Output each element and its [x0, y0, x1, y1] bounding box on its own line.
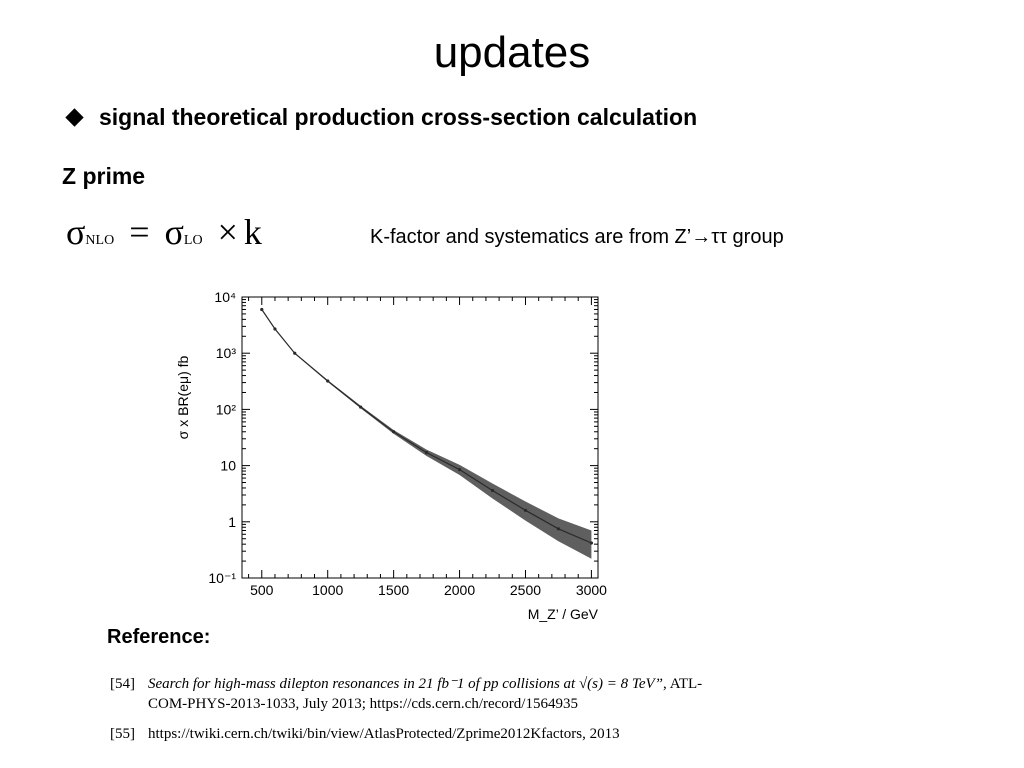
x-tick-label: 2000: [444, 582, 475, 598]
data-point: [326, 379, 330, 383]
reference-details: COM-PHYS-2013-1033, July 2013; https://c…: [148, 696, 578, 712]
lo-subscript: LO: [183, 233, 203, 248]
data-point: [260, 307, 264, 312]
x-tick-label: 3000: [576, 582, 607, 598]
reference-55: [55] https://twiki.cern.ch/twiki/bin/view…: [110, 724, 870, 744]
data-point: [392, 430, 396, 434]
x-tick-label: 2500: [510, 582, 541, 598]
reference-number: [54]: [110, 676, 135, 692]
reference-title: Search for high-mass dilepton resonances…: [148, 676, 664, 692]
data-point: [273, 327, 277, 331]
data-point: [457, 467, 462, 472]
kfactor-note: K-factor and systematics are from Z’→ττ …: [370, 226, 784, 248]
y-tick-label: 10³: [216, 345, 237, 361]
data-point: [589, 541, 594, 545]
k-factor-symbol: k: [243, 212, 262, 252]
y-tick-label: 10⁴: [214, 289, 236, 305]
sigma-nlo-symbol: σ: [66, 212, 86, 252]
data-point: [556, 527, 561, 531]
times-sign: ×: [217, 212, 238, 252]
x-axis-title: M_Z’ / GeV: [528, 606, 599, 622]
data-point: [293, 351, 297, 355]
sigma-lo-symbol: σ: [164, 212, 184, 252]
plot-frame: [241, 296, 599, 579]
reference-54: [54] Search for high-mass dilepton resona…: [110, 674, 870, 714]
y-tick-label: 10: [220, 458, 236, 474]
uncertainty-band: [261, 309, 592, 559]
cross-section-chart: 500 1000 1500 2000 2500 3000 10⁻¹ 1 10 10² 10³ 10⁴ M…: [175, 289, 607, 622]
cross-section-formula: σNLO = σLO × k: [66, 212, 262, 261]
x-tick-label: 1000: [312, 582, 343, 598]
data-point: [424, 451, 429, 455]
page-title: updates: [433, 28, 591, 77]
bullet-text: signal theoretical production cross-sect…: [99, 104, 698, 130]
subheading: Z prime: [62, 163, 146, 189]
data-point: [490, 488, 495, 493]
y-axis-title: σ x BR(eμ) fb: [175, 355, 191, 439]
reference-label: Reference:: [107, 626, 211, 648]
nlo-subscript: NLO: [85, 233, 115, 248]
y-tick-label: 1: [228, 514, 236, 530]
diamond-bullet-icon: [65, 108, 84, 127]
reference-number: [55]: [110, 726, 135, 742]
x-tick-label: 500: [250, 582, 274, 598]
bullet-item: signal theoretical production cross-sect…: [64, 104, 697, 131]
equals-sign: =: [129, 212, 150, 252]
y-tick-label: 10²: [216, 401, 237, 417]
data-point: [359, 405, 363, 409]
y-tick-label: 10⁻¹: [208, 570, 236, 586]
central-value-line: [261, 309, 592, 544]
reference-link: https://twiki.cern.ch/twiki/bin/view/Atl…: [148, 726, 620, 742]
data-point: [523, 508, 528, 512]
x-tick-label: 1500: [378, 582, 409, 598]
reference-source: , ATL-: [663, 676, 703, 692]
